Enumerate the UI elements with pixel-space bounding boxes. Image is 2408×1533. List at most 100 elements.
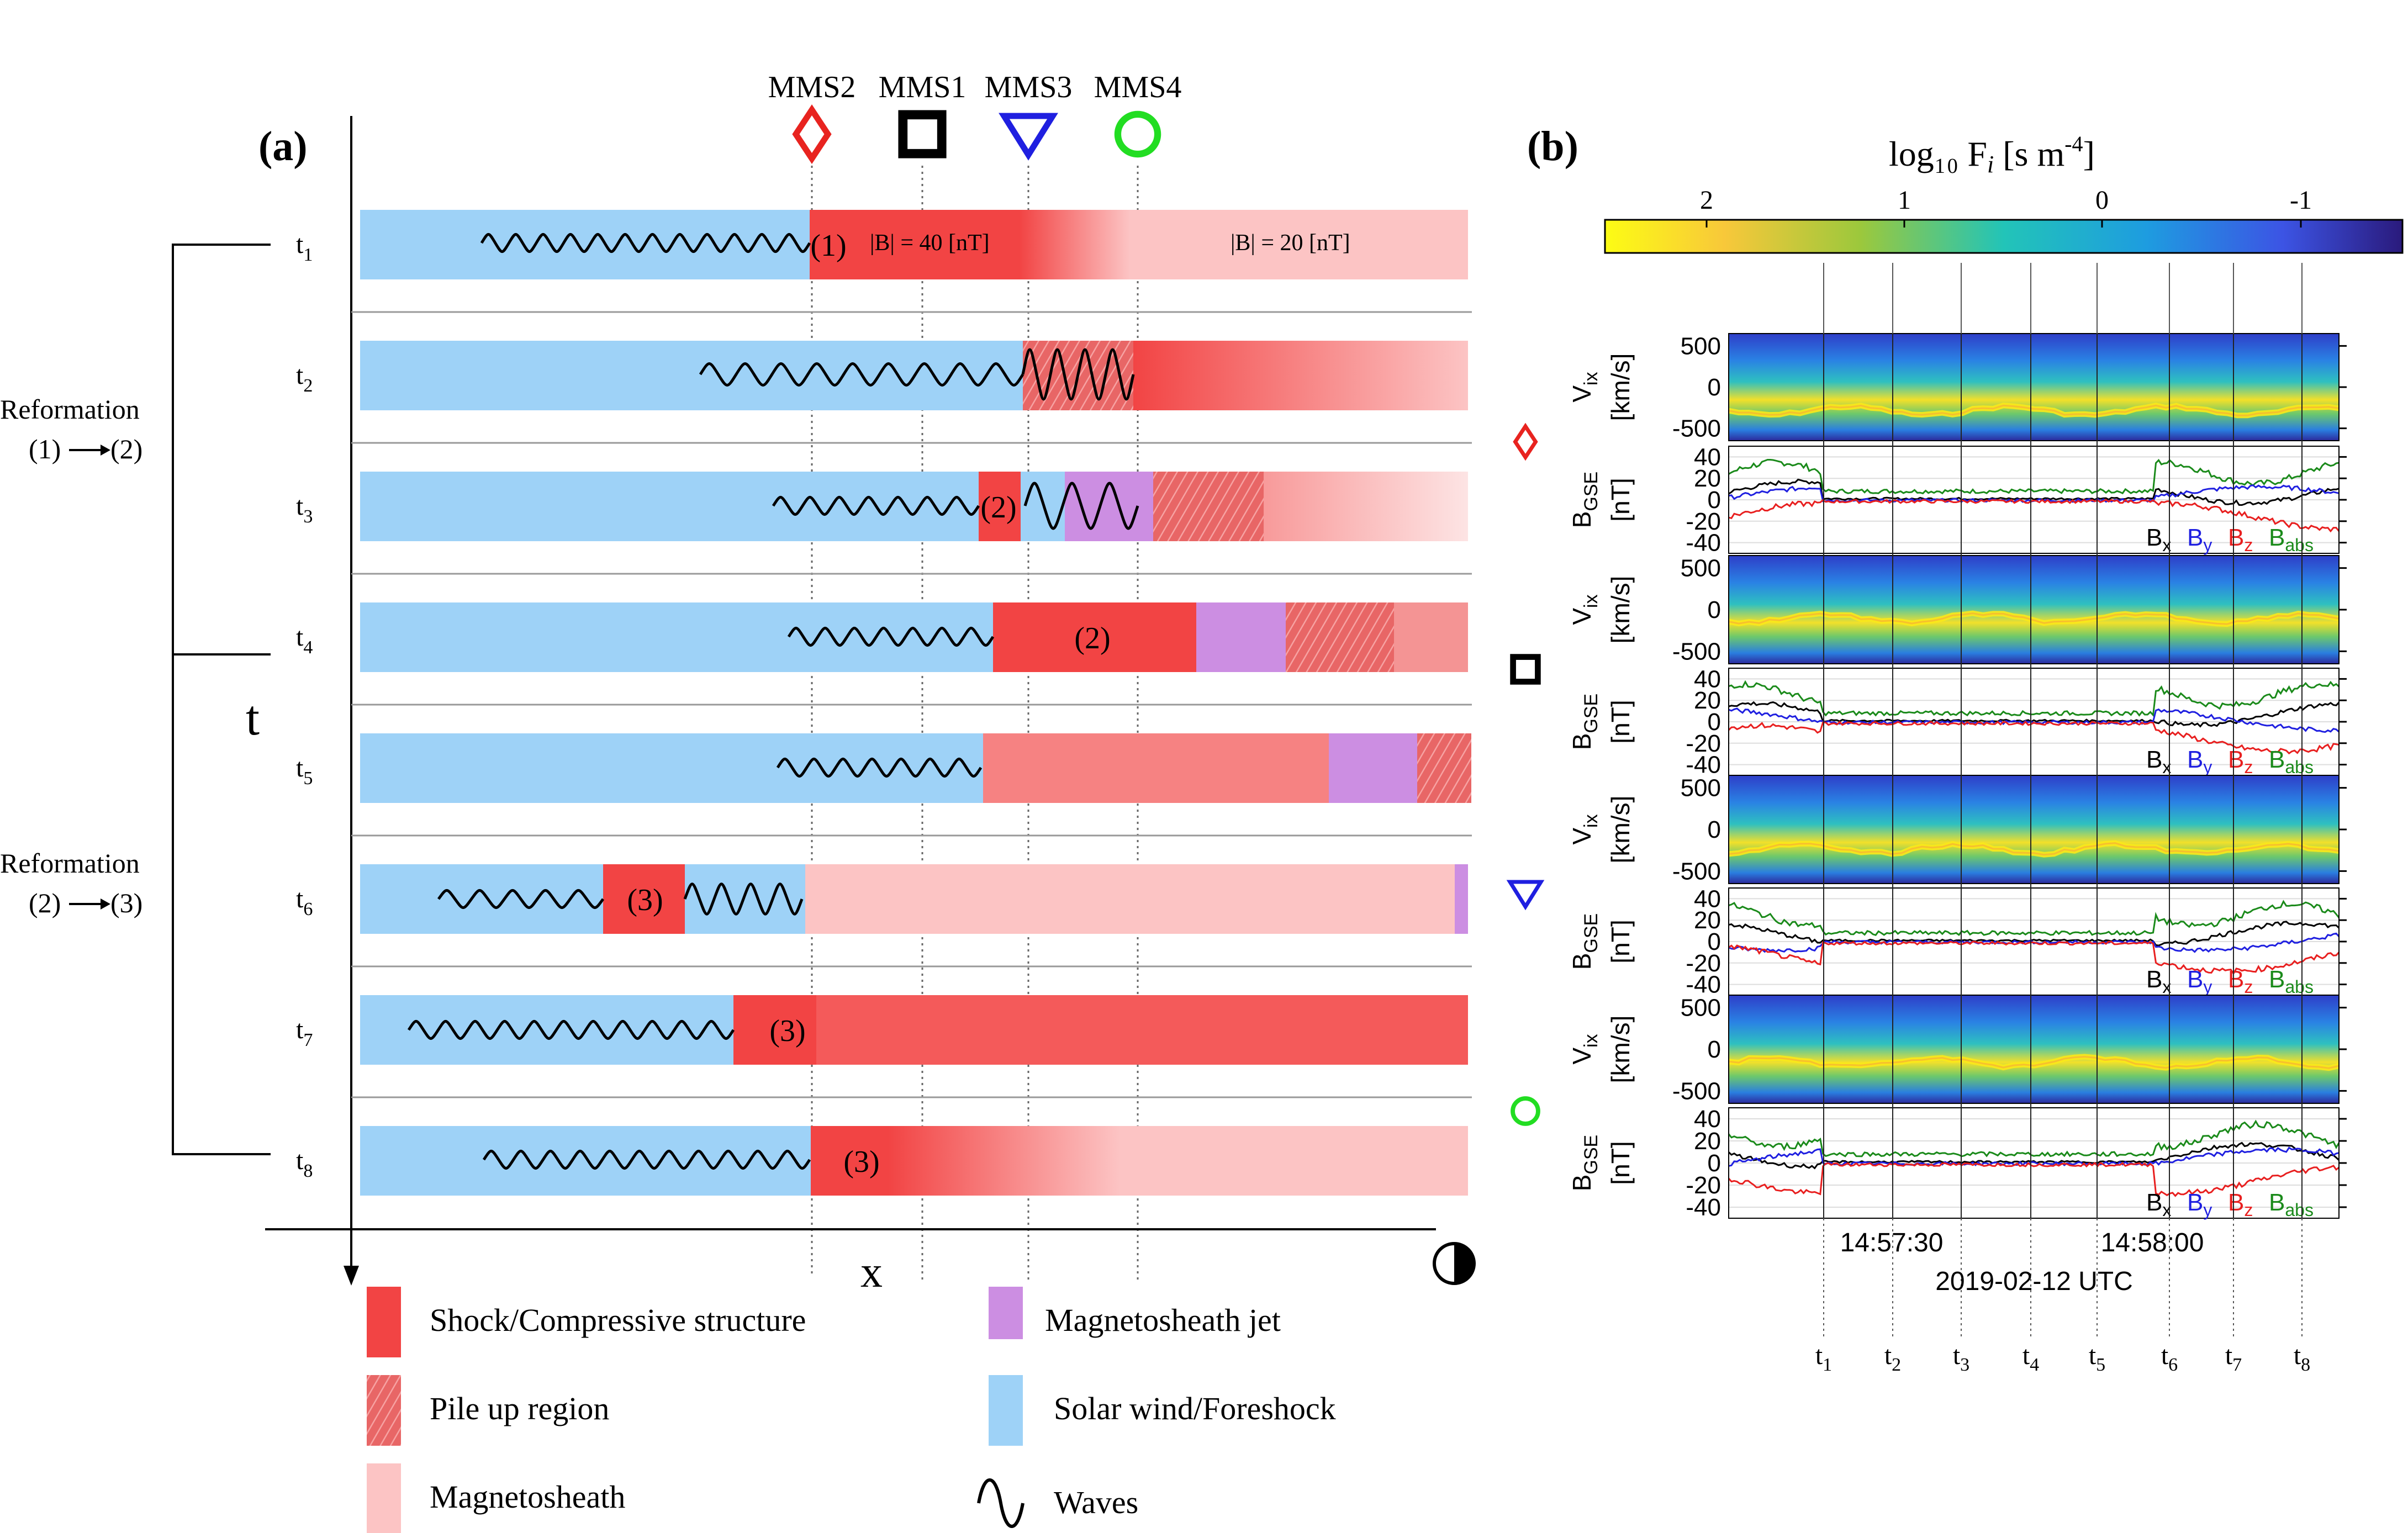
b-legend-y: By bbox=[2187, 746, 2212, 777]
b-legend-abs: Babs bbox=[2269, 1189, 2314, 1220]
b-legend-abs: Babs bbox=[2269, 524, 2314, 555]
spacecraft-name-mms3: MMS3 bbox=[985, 70, 1073, 104]
b-tick: 20 bbox=[1694, 1128, 1721, 1155]
b-tick: 40 bbox=[1694, 885, 1721, 912]
wave-t7 bbox=[407, 1019, 735, 1040]
b-series-line bbox=[1728, 1119, 2340, 1157]
structure-label-row3: (2) bbox=[980, 490, 1016, 525]
b-series-line bbox=[1728, 680, 2340, 717]
time-label-t4: t4 bbox=[296, 622, 313, 658]
time-axis-arrow bbox=[344, 1266, 359, 1286]
b-tick: -20 bbox=[1686, 730, 1721, 757]
panel-b-triangle-down-icon bbox=[1506, 880, 1545, 911]
vix-axis-label: Vix bbox=[1567, 594, 1602, 625]
legend-shock: Shock/Compressive structure bbox=[367, 1287, 806, 1357]
b-tick: 0 bbox=[1708, 487, 1721, 514]
vix-axis-label: Vix bbox=[1567, 814, 1602, 844]
v-tick: -500 bbox=[1672, 1077, 1721, 1104]
spacecraft-markers: MMS2 MMS1 MMS3 MMS4 bbox=[768, 70, 1182, 164]
wave-t3 bbox=[772, 495, 980, 516]
reformation-1-to: (2) bbox=[110, 434, 142, 464]
b-series-line bbox=[1728, 900, 2340, 937]
b-series-line bbox=[1728, 1141, 2340, 1170]
structure-labels: (1) (2) (2) (3) (3) (3) bbox=[627, 229, 1110, 1179]
b-tick: -20 bbox=[1686, 950, 1721, 977]
vix-unit-label: [km/s] bbox=[1606, 576, 1635, 644]
time-label-t2: t2 bbox=[296, 361, 313, 396]
row-t8 bbox=[360, 1126, 1468, 1196]
vix-axis-label: Vix bbox=[1567, 1034, 1602, 1064]
structure-label-row4: (2) bbox=[1074, 621, 1110, 656]
wave-t6-b bbox=[683, 882, 804, 916]
diamond-icon bbox=[792, 104, 832, 164]
wave-icon bbox=[977, 1478, 1025, 1528]
time-rows bbox=[360, 210, 1471, 1196]
b-series-line bbox=[1728, 720, 2340, 755]
reformation-1-title: Reformation bbox=[0, 394, 140, 425]
time-marker-t6: t6 bbox=[2161, 1341, 2178, 1375]
circle-icon bbox=[1114, 110, 1161, 158]
colorbar-label: log₁₀ Fi [s m-4] bbox=[1889, 131, 2095, 178]
b-tick: -20 bbox=[1686, 1172, 1721, 1199]
square-icon bbox=[898, 110, 947, 158]
b-legend-z: Bz bbox=[2228, 524, 2253, 555]
legend-jet: Magnetosheath jet bbox=[989, 1287, 1281, 1339]
b-tick: 20 bbox=[1694, 465, 1721, 492]
b-legend-z: Bz bbox=[2228, 1189, 2253, 1220]
legend-solar-wind: Solar wind/Foreshock bbox=[989, 1375, 1336, 1446]
vix-spectrogram-3: 500 0 -500 Vix [km/s] bbox=[1567, 775, 2347, 885]
field-label-20: |B| = 20 [nT] bbox=[1231, 230, 1350, 256]
legend-pileup-label: Pile up region bbox=[430, 1391, 609, 1426]
vix-unit-label: [km/s] bbox=[1606, 796, 1635, 864]
time-marker-t2: t2 bbox=[1884, 1341, 1901, 1375]
waves bbox=[407, 232, 1139, 1170]
v-tick: -500 bbox=[1672, 638, 1721, 665]
time-marker-t8: t8 bbox=[2294, 1341, 2310, 1375]
wave-t5 bbox=[776, 757, 983, 778]
structure-label-row7: (3) bbox=[769, 1014, 805, 1048]
b-tick: -40 bbox=[1686, 530, 1721, 557]
time-marker-t5: t5 bbox=[2089, 1341, 2105, 1375]
b-series-line bbox=[1728, 478, 2340, 506]
wave-t1 bbox=[480, 232, 811, 253]
time-label-t5: t5 bbox=[296, 753, 313, 789]
v-tick: 0 bbox=[1708, 596, 1721, 623]
time-marker-t4: t4 bbox=[2022, 1341, 2039, 1375]
spacecraft-name-mms4: MMS4 bbox=[1094, 70, 1182, 104]
structure-label-row1: (1) bbox=[810, 229, 846, 263]
b-series-line bbox=[1728, 932, 2340, 953]
time-label-t8: t8 bbox=[296, 1146, 313, 1181]
reformation-2-to: (3) bbox=[110, 887, 142, 918]
x-axis-label-b: 2019-02-12 UTC bbox=[1935, 1267, 2133, 1296]
b-series-line bbox=[1728, 458, 2340, 495]
panel-a-label: (a) bbox=[258, 123, 308, 170]
row-t1 bbox=[360, 210, 1468, 279]
row-t3 bbox=[360, 472, 1468, 541]
bgse-unit-label: [nT] bbox=[1606, 700, 1635, 743]
sun-icon bbox=[1433, 1242, 1476, 1285]
b-tick: -20 bbox=[1686, 508, 1721, 535]
legend-pileup: Pile up region bbox=[367, 1375, 609, 1446]
b-series-line bbox=[1728, 940, 2340, 975]
b-legend-y: By bbox=[2187, 1189, 2212, 1220]
v-tick: 500 bbox=[1681, 775, 1721, 802]
row-t5 bbox=[360, 733, 1471, 803]
legend-waves: Waves bbox=[977, 1478, 1138, 1528]
v-tick: 0 bbox=[1708, 1036, 1721, 1063]
panel-b-circle-icon bbox=[1511, 1096, 1540, 1126]
colorbar-tick-2: 0 bbox=[2095, 186, 2109, 215]
b-legend-y: By bbox=[2187, 524, 2212, 555]
reformation-2-from: (2) bbox=[29, 887, 61, 918]
b-series-line bbox=[1728, 921, 2340, 947]
b-series-line bbox=[1728, 1162, 2340, 1197]
b-tick: 0 bbox=[1708, 928, 1721, 955]
wave-t6-a bbox=[437, 889, 605, 910]
vix-unit-label: [km/s] bbox=[1606, 353, 1635, 421]
xtick-1: 14:57:30 bbox=[1840, 1228, 1944, 1257]
bgse-unit-label: [nT] bbox=[1606, 478, 1635, 521]
row-t4 bbox=[360, 602, 1468, 672]
panel-a: (a) MMS2 MMS1 MMS3 MMS4 t x bbox=[0, 70, 1476, 1533]
